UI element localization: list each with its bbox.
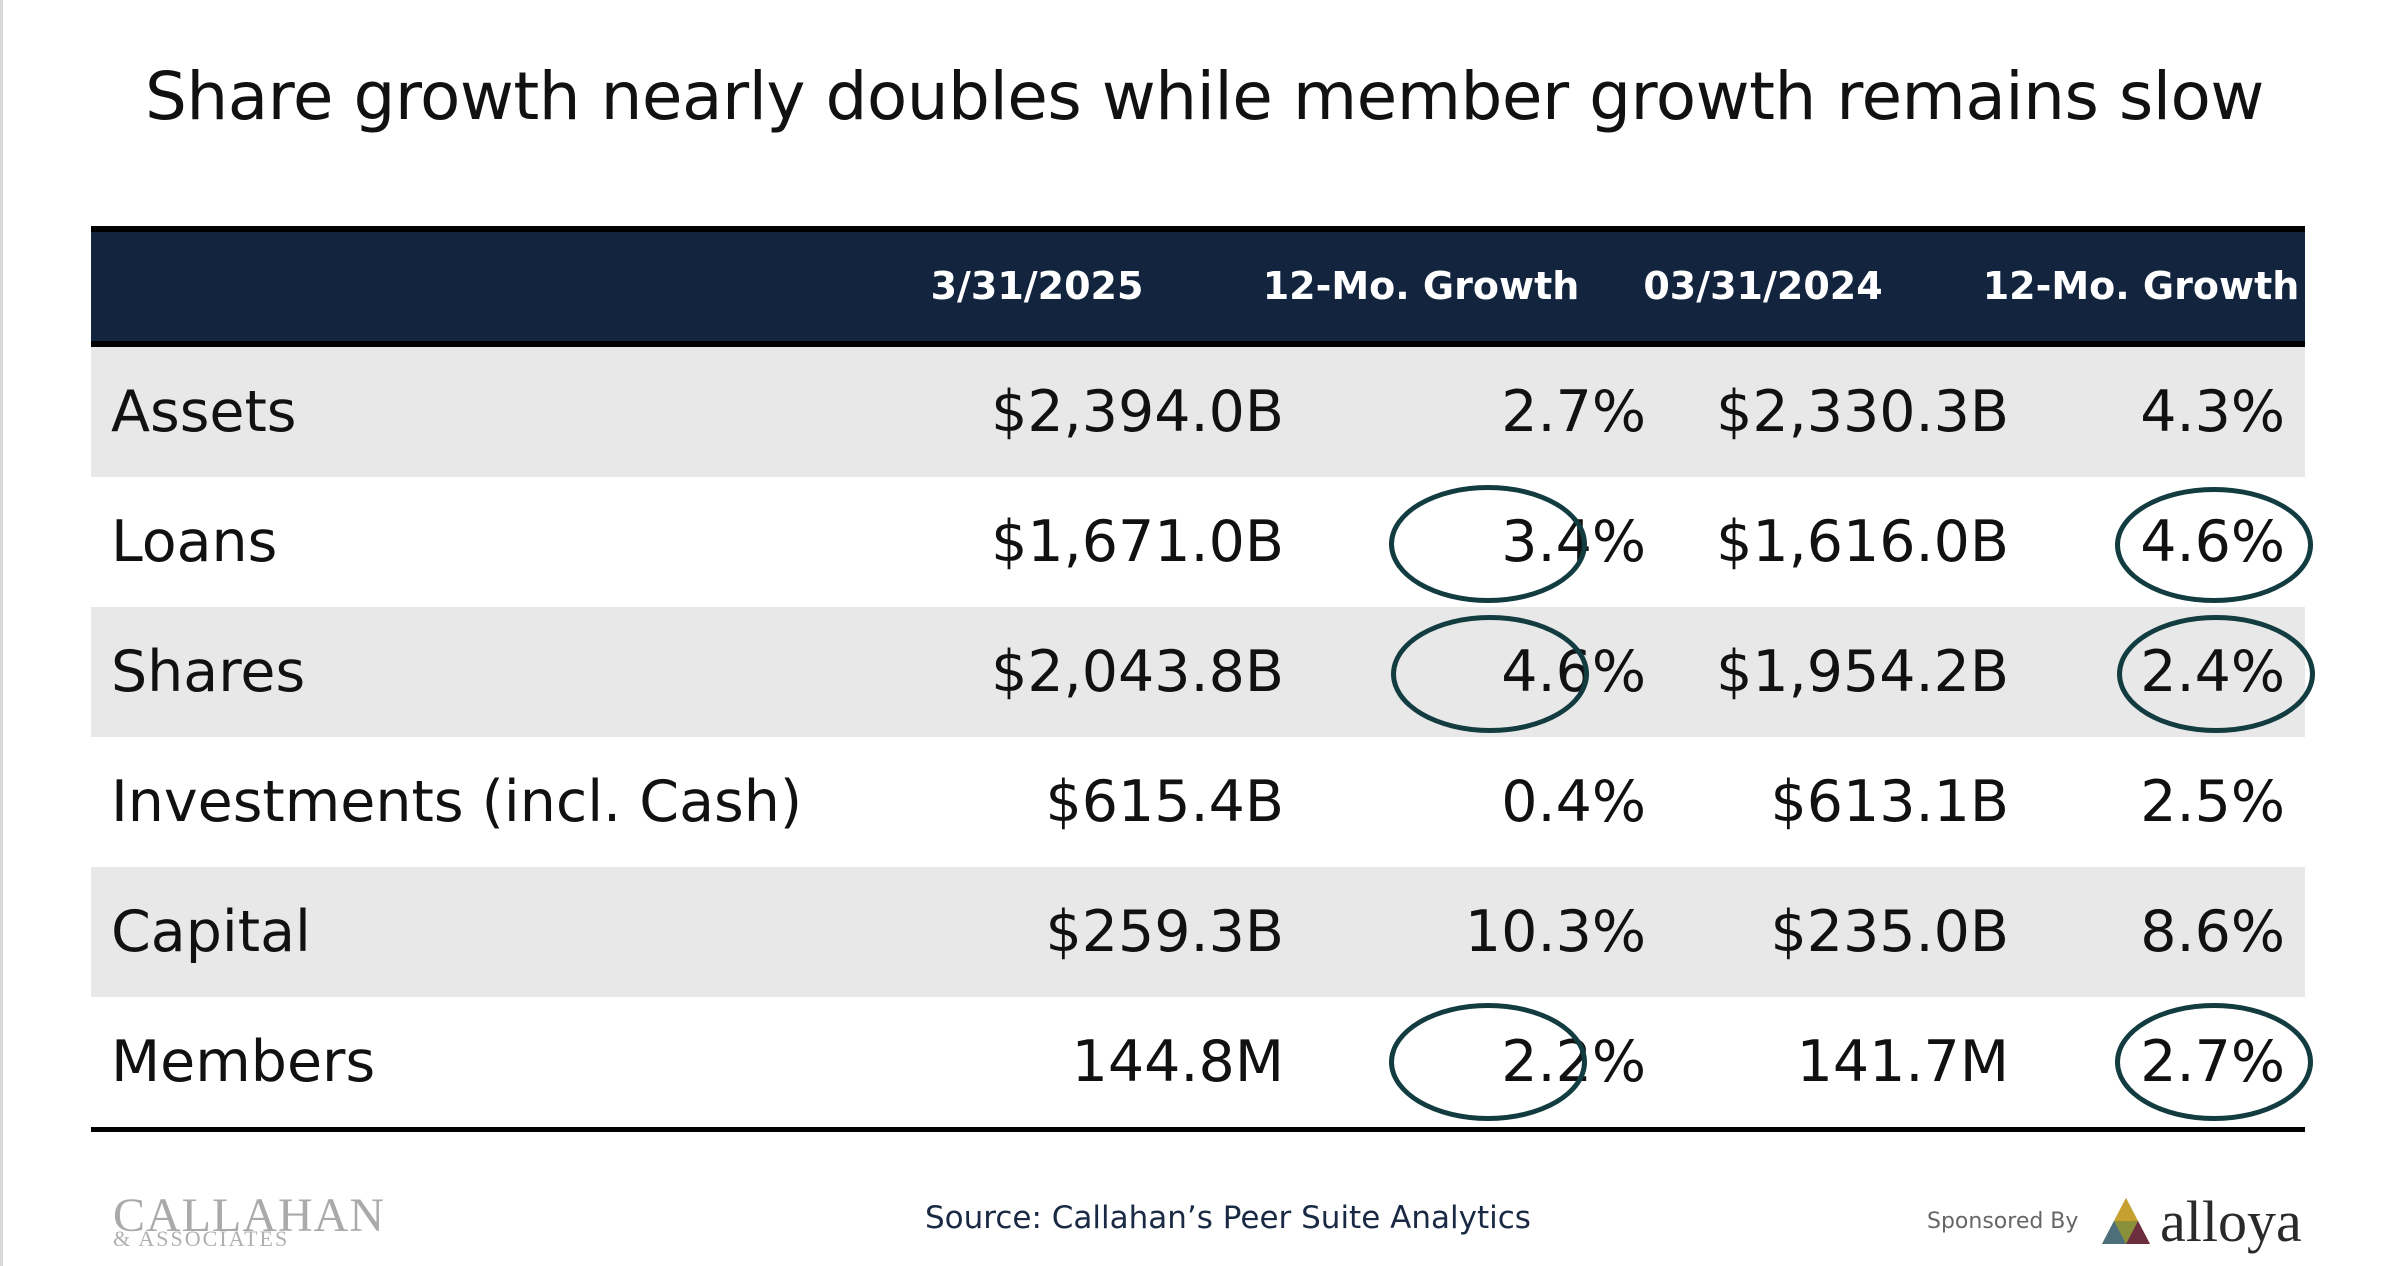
table-bottom-rule [91,1127,2305,1132]
value-2025: $2,394.0B [991,379,1284,445]
alloya-mark-icon [2102,1197,2150,1244]
table-row-assets: Assets $2,394.0B 2.7% $2,330.3B 4.3% [91,347,2305,477]
table-row-loans: Loans $1,671.0B 3.4% $1,616.0B 4.6% [91,477,2313,607]
row-label: Shares [111,639,306,705]
growth-2024: 4.3% [2140,379,2285,445]
value-2025: $615.4B [1045,769,1284,835]
growth-2024: 2.4% [2140,639,2285,705]
row-label: Capital [111,899,311,965]
table-row-members: Members 144.8M 2.2% 141.7M 2.7% [91,997,2313,1127]
alloya-wordmark: alloya [2160,1189,2302,1254]
slide-title: Share growth nearly doubles while member… [145,58,2264,135]
growth-2025: 4.6% [1501,639,1646,705]
row-label: Loans [111,509,278,575]
header-date-2025: 3/31/2025 [930,264,1144,308]
data-table: 3/31/2025 12-Mo. Growth 03/31/2024 12-Mo… [91,226,2315,1132]
value-2024: $613.1B [1770,769,2009,835]
value-2025: 144.8M [1071,1029,1284,1095]
value-2024: $2,330.3B [1716,379,2009,445]
source-note: Source: Callahan’s Peer Suite Analytics [925,1200,1531,1236]
value-2025: $2,043.8B [991,639,1284,705]
growth-2025: 2.2% [1501,1029,1646,1095]
slide-left-border [0,0,3,1266]
growth-2024: 2.7% [2140,1029,2285,1095]
header-growth-2025: 12-Mo. Growth [1262,264,1580,308]
callahan-logo-sub: & ASSOCIATES [113,1226,290,1251]
header-date-2024: 03/31/2024 [1643,264,1883,308]
table-row-shares: Shares $2,043.8B 4.6% $1,954.2B 2.4% [91,607,2315,737]
growth-2025: 0.4% [1501,769,1646,835]
row-label: Members [111,1029,376,1095]
growth-2025: 10.3% [1464,899,1646,965]
value-2024: $1,616.0B [1716,509,2009,575]
sponsored-by-label: Sponsored By [1927,1209,2079,1234]
value-2025: $1,671.0B [991,509,1284,575]
callahan-logo: CALLAHAN [113,1189,385,1242]
growth-2024: 8.6% [2140,899,2285,965]
table-row-investments: Investments (incl. Cash) $615.4B 0.4% $6… [91,737,2305,867]
table-header: 3/31/2025 12-Mo. Growth 03/31/2024 12-Mo… [91,226,2305,347]
table-row-capital: Capital $259.3B 10.3% $235.0B 8.6% [91,867,2305,997]
value-2024: $1,954.2B [1716,639,2009,705]
row-label: Investments (incl. Cash) [111,769,803,835]
row-label: Assets [111,379,297,445]
growth-2025: 2.7% [1501,379,1646,445]
header-growth-2024: 12-Mo. Growth [1982,264,2300,308]
value-2024: 141.7M [1796,1029,2009,1095]
growth-2024: 2.5% [2140,769,2285,835]
value-2025: $259.3B [1045,899,1284,965]
growth-2025: 3.4% [1501,509,1646,575]
growth-2024: 4.6% [2140,509,2285,575]
alloya-logo: alloya [2098,1188,2302,1255]
value-2024: $235.0B [1770,899,2009,965]
